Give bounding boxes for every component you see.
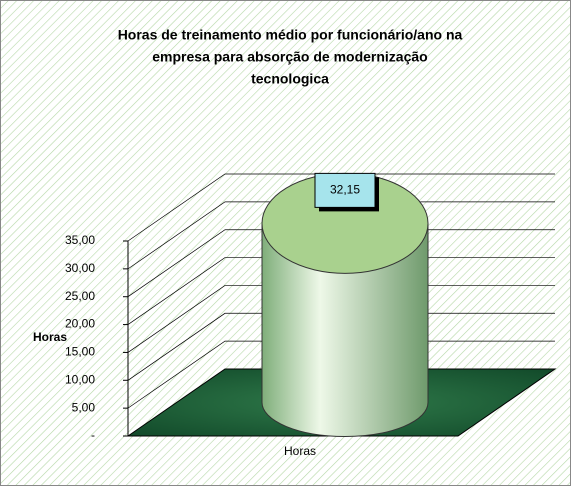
- data-label: 32,15: [330, 183, 360, 197]
- chart-title: tecnologica: [251, 71, 329, 87]
- y-tick-label: 20,00: [65, 317, 95, 331]
- y-tick-label: 10,00: [65, 372, 95, 386]
- label-box: [314, 172, 376, 208]
- y-tick-label: 30,00: [65, 261, 95, 275]
- y-tick-label: 25,00: [65, 289, 95, 303]
- grid-line: [127, 285, 555, 353]
- y-tick-label: 35,00: [65, 233, 95, 247]
- grid-line: [127, 340, 555, 409]
- grid-line: [127, 201, 555, 270]
- y-axis-label: Horas: [33, 330, 67, 344]
- grid-line: [127, 229, 555, 298]
- grid-line: [127, 312, 555, 381]
- chart-title: empresa para absorção de modernização: [152, 49, 427, 65]
- grid-line: [127, 173, 555, 242]
- y-tick-label: 5,00: [72, 400, 96, 414]
- y-tick-label: 15,00: [65, 345, 95, 359]
- x-tick-label: Horas: [284, 444, 316, 458]
- grid-line: [127, 257, 555, 325]
- chart-title: Horas de treinamento médio por funcionár…: [118, 27, 463, 43]
- y-tick-label: -: [91, 428, 95, 442]
- bar: [261, 222, 429, 437]
